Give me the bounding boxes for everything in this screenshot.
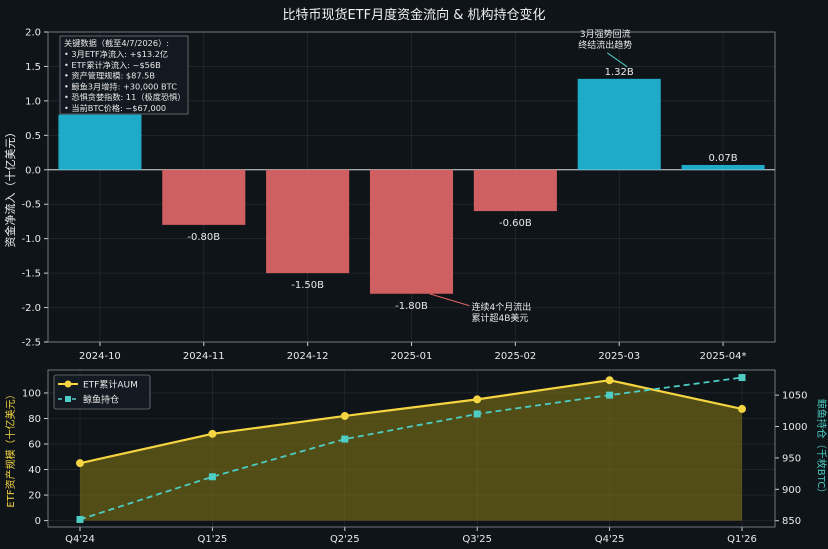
x-tick-label: 2025-01	[391, 351, 433, 362]
y-tick-label: 2.0	[25, 28, 41, 39]
whale-point	[341, 435, 349, 443]
plot-frame	[47, 369, 776, 528]
y-tick-label: 0.5	[25, 131, 41, 142]
y-left-tick-label: 80	[28, 414, 41, 425]
y-left-tick-label: 20	[28, 491, 41, 502]
chart-title: 比特币现货ETF月度资金流向 & 机构持仓变化	[282, 7, 545, 23]
info-box-line: • 资产管理规模: $87.5B	[64, 71, 155, 81]
y-tick-label: 0.0	[25, 165, 41, 176]
annotation-text: 连续4个月流出	[472, 301, 532, 313]
y-left-tick-label: 100	[22, 388, 41, 399]
plot-frame	[47, 31, 776, 343]
line-chart-panel: 0 20 40 60 80 100 850 900 950 1000 1050 Q4'24 Q1'25 Q…	[4, 369, 828, 545]
y-tick-label: -2.0	[21, 303, 41, 314]
x-tick-label: 2025-02	[494, 351, 536, 362]
aum-line	[79, 379, 743, 465]
whale-point	[606, 391, 614, 399]
y-right-tick-label: 1050	[782, 391, 807, 402]
x-tick-label: Q1'26	[727, 534, 757, 545]
y-right-tick-label: 1000	[782, 422, 807, 433]
aum-point	[340, 411, 349, 420]
aum-point	[208, 429, 217, 438]
bar	[162, 169, 246, 225]
bar	[58, 114, 142, 170]
annotation-arrow	[606, 52, 628, 68]
y-left-tick-label: 0	[35, 516, 41, 527]
info-box-line: • 恐惧贪婪指数: 11（极度恐惧）	[64, 92, 185, 102]
aum-point	[738, 404, 746, 413]
y-tick-label: -1.5	[21, 269, 41, 280]
x-tick-label: 2025-03	[598, 351, 640, 362]
legend-marker-whale	[65, 396, 71, 402]
x-tick-label: 2024-12	[287, 351, 329, 362]
y-tick-label: 1.5	[25, 62, 41, 73]
y-right-tick-label: 850	[782, 516, 801, 527]
aum-point	[76, 459, 84, 468]
legend-label-aum: ETF累计AUM	[83, 379, 138, 391]
y-right-tick-label: 900	[782, 485, 801, 496]
x-tick-label: Q4'24	[65, 534, 95, 545]
bar	[266, 169, 350, 274]
x-tick-label: 2024-10	[79, 351, 121, 362]
legend-marker-aum	[64, 380, 72, 388]
whale-point	[76, 515, 84, 523]
aum-point	[473, 395, 482, 404]
annotation-text: 3月强势回流	[580, 28, 631, 40]
info-box-title: 关键数据（截至4/7/2026）:	[64, 38, 169, 48]
info-box-line: • 3月ETF净流入: +$13.2亿	[64, 49, 168, 59]
y-axis-label: 资金净流入（十亿美元）	[3, 127, 17, 248]
annotation-text: 终结流出趋势	[578, 39, 632, 51]
info-box-line: • 当前BTC价格: ~$67,000	[64, 103, 166, 113]
y-right-axis-label: 鲸鱼持仓（千枚BTC）	[815, 399, 828, 498]
info-box	[59, 35, 189, 115]
y-tick-label: -0.5	[21, 200, 41, 211]
bar-value-label: 1.32B	[605, 67, 634, 78]
whale-line	[79, 376, 743, 521]
legend-label-whale: 鲸鱼持仓	[83, 394, 119, 406]
x-tick-label: Q2'25	[330, 534, 360, 545]
bar-value-label: -0.60B	[499, 218, 532, 229]
y-tick-label: -2.5	[21, 338, 41, 349]
x-tick-label: 2025-04*	[700, 351, 747, 362]
annotation-arrow	[429, 293, 470, 307]
bar	[681, 164, 765, 170]
y-left-axis-label: ETF资产规模（十亿美元）	[4, 389, 17, 507]
aum-point	[605, 376, 614, 385]
bar	[473, 169, 557, 212]
annotation-text: 累计超4B美元	[472, 312, 529, 324]
bar	[577, 78, 661, 170]
aum-area-fill	[80, 380, 742, 521]
x-tick-label: Q3'25	[462, 534, 492, 545]
y-tick-label: 1.0	[25, 96, 41, 107]
bar-value-label: -1.50B	[291, 280, 324, 291]
x-tick-label: Q1'25	[198, 534, 228, 545]
x-tick-label: Q4'25	[595, 534, 625, 545]
bar-value-label: -0.80B	[187, 232, 220, 243]
y-tick-label: -1.0	[21, 234, 41, 245]
whale-point	[473, 410, 481, 418]
whale-point	[738, 374, 746, 382]
y-left-tick-label: 60	[28, 440, 41, 451]
bar-value-label: -1.80B	[395, 301, 428, 312]
bar	[369, 169, 454, 294]
bar-value-label: 0.07B	[709, 153, 738, 164]
info-box-line: • 鲸鱼3月增持: +30,000 BTC	[64, 81, 177, 91]
y-right-tick-label: 950	[782, 453, 801, 464]
x-tick-label: 2024-11	[183, 351, 225, 362]
whale-point	[208, 473, 216, 481]
info-box-line: • ETF累计净流入: ~$56B	[64, 60, 161, 70]
y-left-tick-label: 40	[28, 465, 41, 476]
bar-chart-panel: 2.0 1.5 1.0 0.5 0.0 -0.5 -1.0 -1.5 -2.0 -2.5 2024-…	[3, 28, 776, 362]
